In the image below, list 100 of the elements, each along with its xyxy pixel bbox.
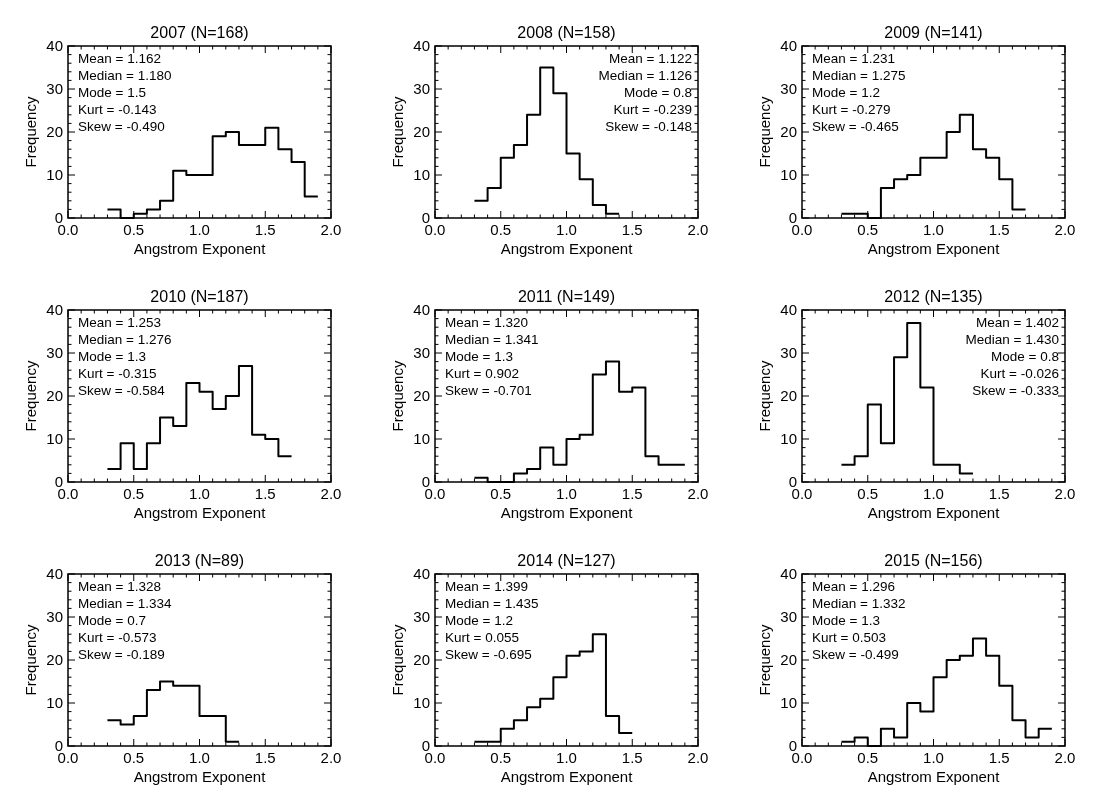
y-tick-label: 10 (46, 694, 63, 711)
y-tick-label: 0 (788, 737, 797, 754)
annotation: Median = 1.430 (965, 332, 1059, 347)
x-tick-label: 1.0 (189, 221, 210, 238)
y-tick-label: 20 (780, 651, 797, 668)
y-tick-label: 0 (788, 209, 797, 226)
annotation: Mean = 1.296 (812, 579, 895, 594)
y-axis-title: Frequency (22, 360, 39, 432)
x-tick-label: 2.0 (1054, 485, 1076, 502)
annotation: Mode = 1.2 (445, 613, 513, 628)
x-tick-label: 0.5 (857, 485, 879, 502)
x-tick-label: 1.5 (988, 749, 1010, 766)
annotation: Mode = 1.3 (812, 613, 880, 628)
y-tick-label: 40 (46, 37, 63, 54)
annotation: Median = 1.435 (445, 596, 539, 611)
annotation: Median = 1.334 (78, 596, 172, 611)
annotation: Kurt = 0.055 (445, 630, 519, 645)
y-tick-label: 10 (46, 430, 63, 447)
y-tick-label: 20 (413, 651, 430, 668)
y-tick-label: 10 (780, 430, 797, 447)
chart-title: 2009 (N=141) (884, 24, 983, 41)
x-axis-title: Angstrom Exponent (500, 504, 634, 521)
x-tick-label: 1.0 (923, 221, 944, 238)
y-tick-label: 20 (413, 387, 430, 404)
y-tick-label: 20 (780, 387, 797, 404)
x-axis-title: Angstrom Exponent (500, 240, 634, 257)
y-axis-title: Frequency (22, 624, 39, 696)
y-tick-label: 20 (46, 123, 63, 140)
annotation: Kurt = -0.239 (613, 102, 692, 117)
x-tick-label: 1.5 (621, 221, 643, 238)
y-tick-label: 30 (413, 80, 430, 97)
x-tick-label: 2.0 (320, 221, 342, 238)
x-tick-label: 0.5 (123, 485, 145, 502)
annotation: Mean = 1.231 (812, 51, 895, 66)
y-tick-label: 30 (46, 608, 63, 625)
y-tick-label: 0 (421, 473, 430, 490)
annotation: Skew = -0.333 (972, 383, 1059, 398)
x-tick-label: 0.5 (123, 749, 145, 766)
x-axis-title: Angstrom Exponent (867, 240, 1001, 257)
annotation: Mode = 1.5 (78, 85, 146, 100)
x-tick-label: 0.5 (123, 221, 145, 238)
annotation: Median = 1.341 (445, 332, 539, 347)
annotation: Mean = 1.122 (609, 51, 692, 66)
x-tick-label: 0.5 (490, 221, 512, 238)
y-tick-label: 20 (413, 123, 430, 140)
y-tick-label: 10 (413, 166, 430, 183)
x-tick-label: 1.5 (254, 485, 276, 502)
chart-title: 2014 (N=127) (517, 552, 616, 569)
x-tick-label: 0.5 (857, 221, 879, 238)
x-axis-title: Angstrom Exponent (133, 768, 267, 785)
x-tick-label: 1.0 (189, 485, 210, 502)
annotation: Skew = -0.701 (445, 383, 532, 398)
annotation: Skew = -0.584 (78, 383, 166, 398)
x-tick-label: 2.0 (320, 749, 342, 766)
y-axis-title: Frequency (389, 360, 406, 432)
annotation: Mode = 0.8 (624, 85, 692, 100)
y-axis-title: Frequency (389, 624, 406, 696)
annotation: Kurt = -0.026 (980, 366, 1059, 381)
annotation: Median = 1.126 (598, 68, 692, 83)
annotation: Median = 1.276 (78, 332, 172, 347)
y-axis-title: Frequency (22, 96, 39, 168)
y-tick-label: 0 (54, 473, 63, 490)
annotation: Kurt = -0.143 (78, 102, 157, 117)
annotation: Median = 1.180 (78, 68, 172, 83)
x-tick-label: 1.0 (556, 485, 577, 502)
y-axis-title: Frequency (756, 624, 773, 696)
annotation: Median = 1.275 (812, 68, 906, 83)
y-tick-label: 40 (780, 301, 797, 318)
annotation: Mode = 0.7 (78, 613, 146, 628)
chart-title: 2008 (N=158) (517, 24, 616, 41)
y-tick-label: 20 (46, 651, 63, 668)
chart-title: 2011 (N=149) (517, 288, 616, 305)
x-tick-label: 1.0 (556, 749, 577, 766)
annotation: Skew = -0.490 (78, 119, 165, 134)
annotation: Mean = 1.328 (78, 579, 161, 594)
y-tick-label: 30 (46, 80, 63, 97)
x-tick-label: 0.5 (490, 749, 512, 766)
annotation: Kurt = -0.573 (78, 630, 157, 645)
x-tick-label: 1.0 (189, 749, 210, 766)
x-axis-title: Angstrom Exponent (867, 504, 1001, 521)
y-tick-label: 0 (54, 209, 63, 226)
annotation: Kurt = 0.503 (812, 630, 886, 645)
y-axis-title: Frequency (389, 96, 406, 168)
x-axis-title: Angstrom Exponent (500, 768, 634, 785)
annotation: Mode = 0.8 (991, 349, 1059, 364)
annotation: Mode = 1.2 (812, 85, 880, 100)
x-tick-label: 1.5 (988, 221, 1010, 238)
y-tick-label: 40 (413, 565, 430, 582)
x-tick-label: 1.5 (254, 749, 276, 766)
y-tick-label: 0 (54, 737, 63, 754)
chart-title: 2012 (N=135) (884, 288, 983, 305)
x-axis-title: Angstrom Exponent (867, 768, 1001, 785)
chart-title: 2015 (N=156) (884, 552, 983, 569)
x-tick-label: 1.5 (621, 749, 643, 766)
y-tick-label: 30 (780, 608, 797, 625)
x-tick-label: 1.0 (923, 485, 944, 502)
x-tick-label: 1.5 (621, 485, 643, 502)
chart-title: 2010 (N=187) (150, 288, 249, 305)
annotation: Mean = 1.399 (445, 579, 528, 594)
annotation: Skew = -0.189 (78, 647, 165, 662)
